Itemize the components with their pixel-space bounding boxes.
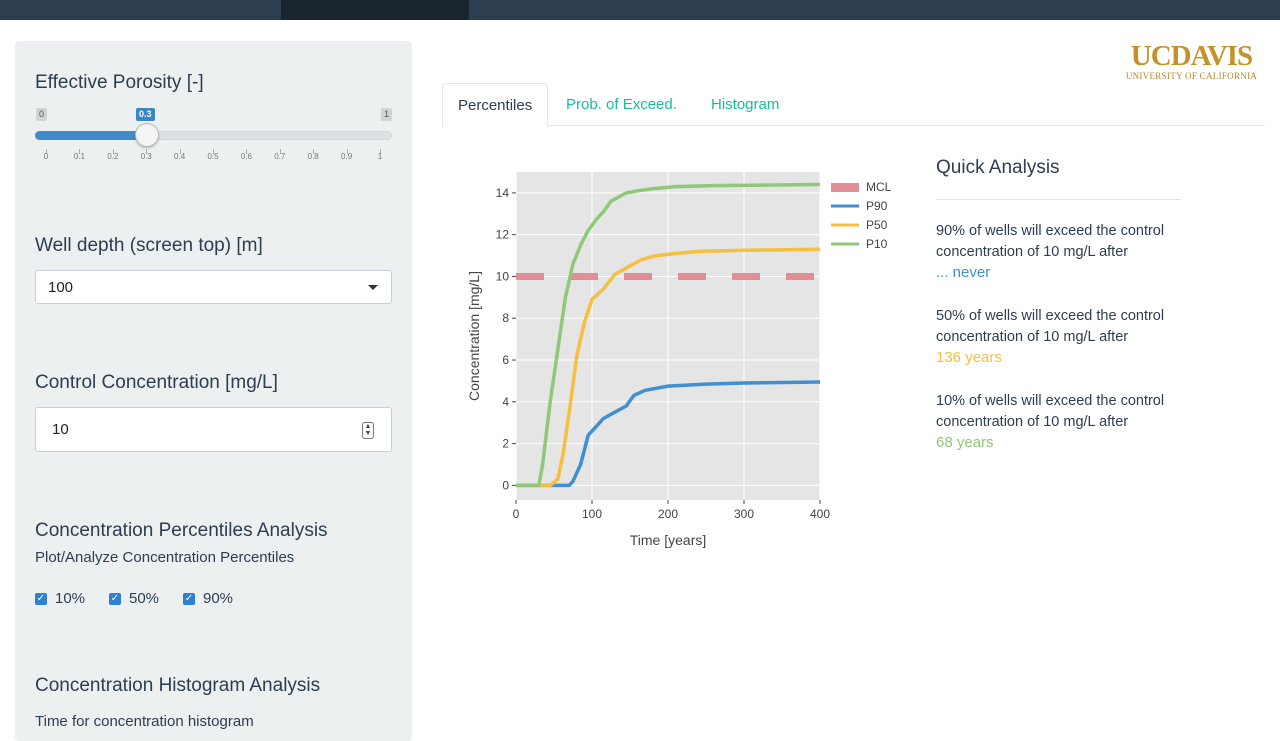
control-conc-label: Control Concentration [mg/L] (35, 372, 278, 393)
tab-bar: Percentiles Prob. of Exceed. Histogram (442, 83, 1265, 127)
slider-tick-label: 0.2 (107, 152, 119, 161)
y-tick-label: 12 (496, 228, 510, 242)
chevron-down-icon (368, 285, 378, 290)
y-tick-label: 0 (502, 478, 509, 492)
slider-tick-label: 0.5 (207, 152, 219, 161)
control-conc-value: 10 (52, 421, 69, 438)
slider-value-label: 0.3 (136, 108, 155, 121)
slider-tick-label: 0.3 (140, 152, 152, 161)
y-tick-label: 8 (502, 311, 509, 325)
well-depth-label: Well depth (screen top) [m] (35, 235, 263, 256)
checkmark-icon: ✓ (35, 592, 47, 605)
porosity-slider-handle[interactable] (135, 123, 159, 147)
slider-tick (112, 149, 114, 154)
slider-tick (146, 149, 148, 154)
ucdavis-logo: UCDAVIS UNIVERSITY OF CALIFORNIA (1125, 40, 1258, 81)
navbar-active-tab[interactable] (281, 0, 469, 20)
y-tick-label: 6 (502, 353, 509, 367)
slider-tick (313, 149, 315, 154)
slider-tick-label: 0 (43, 152, 49, 161)
x-axis-label: Time [years] (630, 532, 707, 548)
histogram-subtitle: Time for concentration histogram (35, 713, 254, 730)
control-conc-input[interactable]: 10 ▲ ▼ (35, 407, 392, 452)
y-tick-label: 14 (496, 186, 510, 200)
series-p50 (516, 247, 821, 488)
x-tick-label: 300 (734, 507, 754, 521)
x-tick-label: 200 (658, 507, 678, 521)
legend-label: MCL (866, 180, 892, 194)
y-axis-label: Concentration [mg/L] (466, 271, 482, 401)
slider-tick (79, 149, 81, 154)
qa-p90-result: ... never (936, 264, 991, 281)
x-tick-label: 100 (582, 507, 602, 521)
slider-tick-label: 0.8 (307, 152, 319, 161)
slider-tick (346, 149, 348, 154)
histogram-title: Concentration Histogram Analysis (35, 675, 321, 696)
percentiles-chart: 0 100 200 300 400 0 2 4 6 8 10 12 14 Time [years] Conc… (466, 172, 892, 548)
slider-tick-label: 1 (377, 152, 383, 161)
qa-p10-result: 68 years (936, 434, 994, 451)
tab-histogram[interactable]: Histogram (711, 96, 780, 113)
legend-label: P90 (866, 199, 888, 213)
slider-tick-label: 0.7 (274, 152, 286, 161)
sidebar-panel: Effective Porosity [-] 0 0.3 1 0 0.1 0.2 0.… (15, 41, 412, 741)
x-tick-label: 0 (513, 507, 520, 521)
y-tick-label: 10 (496, 269, 510, 283)
percentiles-title: Concentration Percentiles Analysis (35, 520, 328, 541)
slider-tick (179, 149, 181, 154)
slider-tick (46, 149, 47, 154)
porosity-label: Effective Porosity [-] (35, 72, 204, 93)
quick-analysis-title: Quick Analysis (936, 157, 1060, 178)
tab-prob-exceed[interactable]: Prob. of Exceed. (566, 96, 677, 113)
qa-p10-text: 10% of wells will exceed the control con… (936, 393, 1165, 430)
slider-tick-label: 0.9 (341, 152, 353, 161)
checkbox-90[interactable]: ✓ 90% (183, 590, 234, 607)
checkmark-icon: ✓ (109, 592, 121, 605)
tab-percentiles[interactable]: Percentiles (442, 83, 549, 127)
qa-p50-text: 50% of wells will exceed the control con… (936, 308, 1165, 345)
slider-tick (213, 149, 214, 154)
legend-label: P50 (866, 218, 888, 232)
quick-analysis-divider (936, 199, 1181, 200)
slider-tick-label: 0.1 (73, 152, 85, 161)
slider-tick (380, 149, 381, 154)
slider-tick (279, 149, 281, 154)
well-depth-select[interactable]: 100 (35, 270, 392, 304)
checkbox-10[interactable]: ✓ 10% (35, 590, 86, 607)
y-tick-label: 2 (502, 437, 509, 451)
slider-max-label: 1 (381, 108, 393, 121)
slider-tick-label: 0.6 (240, 152, 252, 161)
legend-label: P10 (866, 237, 888, 251)
slider-tick (246, 149, 248, 154)
porosity-slider-fill (35, 131, 147, 140)
x-tick-label: 400 (810, 507, 830, 521)
checkmark-icon: ✓ (183, 592, 195, 605)
qa-p50-result: 136 years (936, 349, 1002, 366)
series-p90 (516, 380, 821, 488)
well-depth-value: 100 (48, 279, 74, 296)
qa-p90-text: 90% of wells will exceed the control con… (936, 223, 1165, 260)
percentiles-subtitle: Plot/Analyze Concentration Percentiles (35, 549, 295, 566)
checkbox-50[interactable]: ✓ 50% (109, 590, 160, 607)
number-spinner-icon[interactable]: ▲ ▼ (362, 422, 374, 439)
legend-swatch (831, 183, 859, 192)
y-tick-label: 4 (502, 395, 509, 409)
series-p10 (516, 182, 821, 488)
top-navbar (0, 0, 1280, 20)
slider-tick-label: 0.4 (174, 152, 186, 161)
slider-min-label: 0 (36, 108, 48, 121)
